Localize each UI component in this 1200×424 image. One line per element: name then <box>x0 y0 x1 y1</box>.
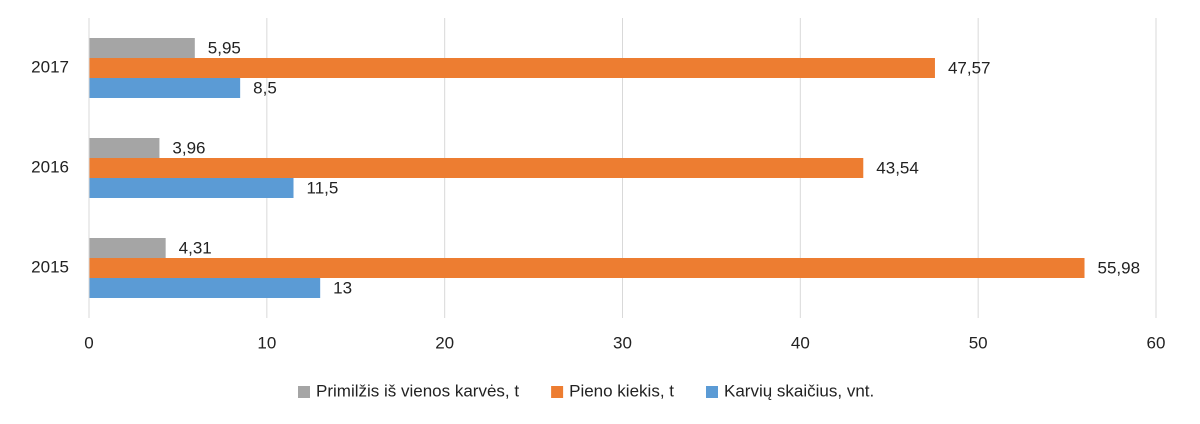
x-tick-label: 30 <box>613 333 632 352</box>
bar <box>89 38 195 58</box>
y-tick-label: 2016 <box>31 157 69 176</box>
value-label: 8,5 <box>253 78 277 97</box>
x-tick-label: 10 <box>257 333 276 352</box>
y-tick-label: 2015 <box>31 257 69 276</box>
x-tick-label: 60 <box>1147 333 1166 352</box>
bar <box>89 138 160 158</box>
x-tick-label: 50 <box>969 333 988 352</box>
y-tick-label: 2017 <box>31 57 69 76</box>
value-label: 47,57 <box>948 58 991 77</box>
value-label: 55,98 <box>1098 258 1141 277</box>
value-label: 11,5 <box>307 178 339 197</box>
value-label: 13 <box>333 278 352 297</box>
legend-swatch <box>298 386 310 398</box>
legend-label: Karvių skaičius, vnt. <box>724 381 874 400</box>
bar <box>89 238 166 258</box>
legend-label: Pieno kiekis, t <box>569 381 674 400</box>
bar <box>89 158 864 178</box>
x-tick-label: 40 <box>791 333 810 352</box>
value-label: 3,96 <box>172 138 205 157</box>
bar <box>89 78 241 98</box>
legend-swatch <box>706 386 718 398</box>
legend-label: Primilžis iš vienos karvės, t <box>316 381 519 400</box>
bar <box>89 258 1085 278</box>
value-label: 5,95 <box>208 38 241 57</box>
bar <box>89 278 321 298</box>
x-tick-label: 0 <box>84 333 93 352</box>
bar <box>89 178 294 198</box>
value-label: 43,54 <box>876 158 919 177</box>
value-label: 4,31 <box>179 238 212 257</box>
x-tick-label: 20 <box>435 333 454 352</box>
bar <box>89 58 935 78</box>
legend-swatch <box>551 386 564 398</box>
